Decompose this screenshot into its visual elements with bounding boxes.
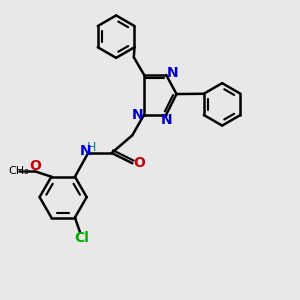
Text: N: N [167,66,178,80]
Text: CH₃: CH₃ [8,167,29,176]
Text: O: O [133,156,145,170]
Text: N: N [132,108,143,122]
Text: O: O [29,159,41,173]
Text: N: N [80,145,91,158]
Text: N: N [161,113,172,127]
Text: Cl: Cl [74,231,89,245]
Text: H: H [87,141,96,154]
